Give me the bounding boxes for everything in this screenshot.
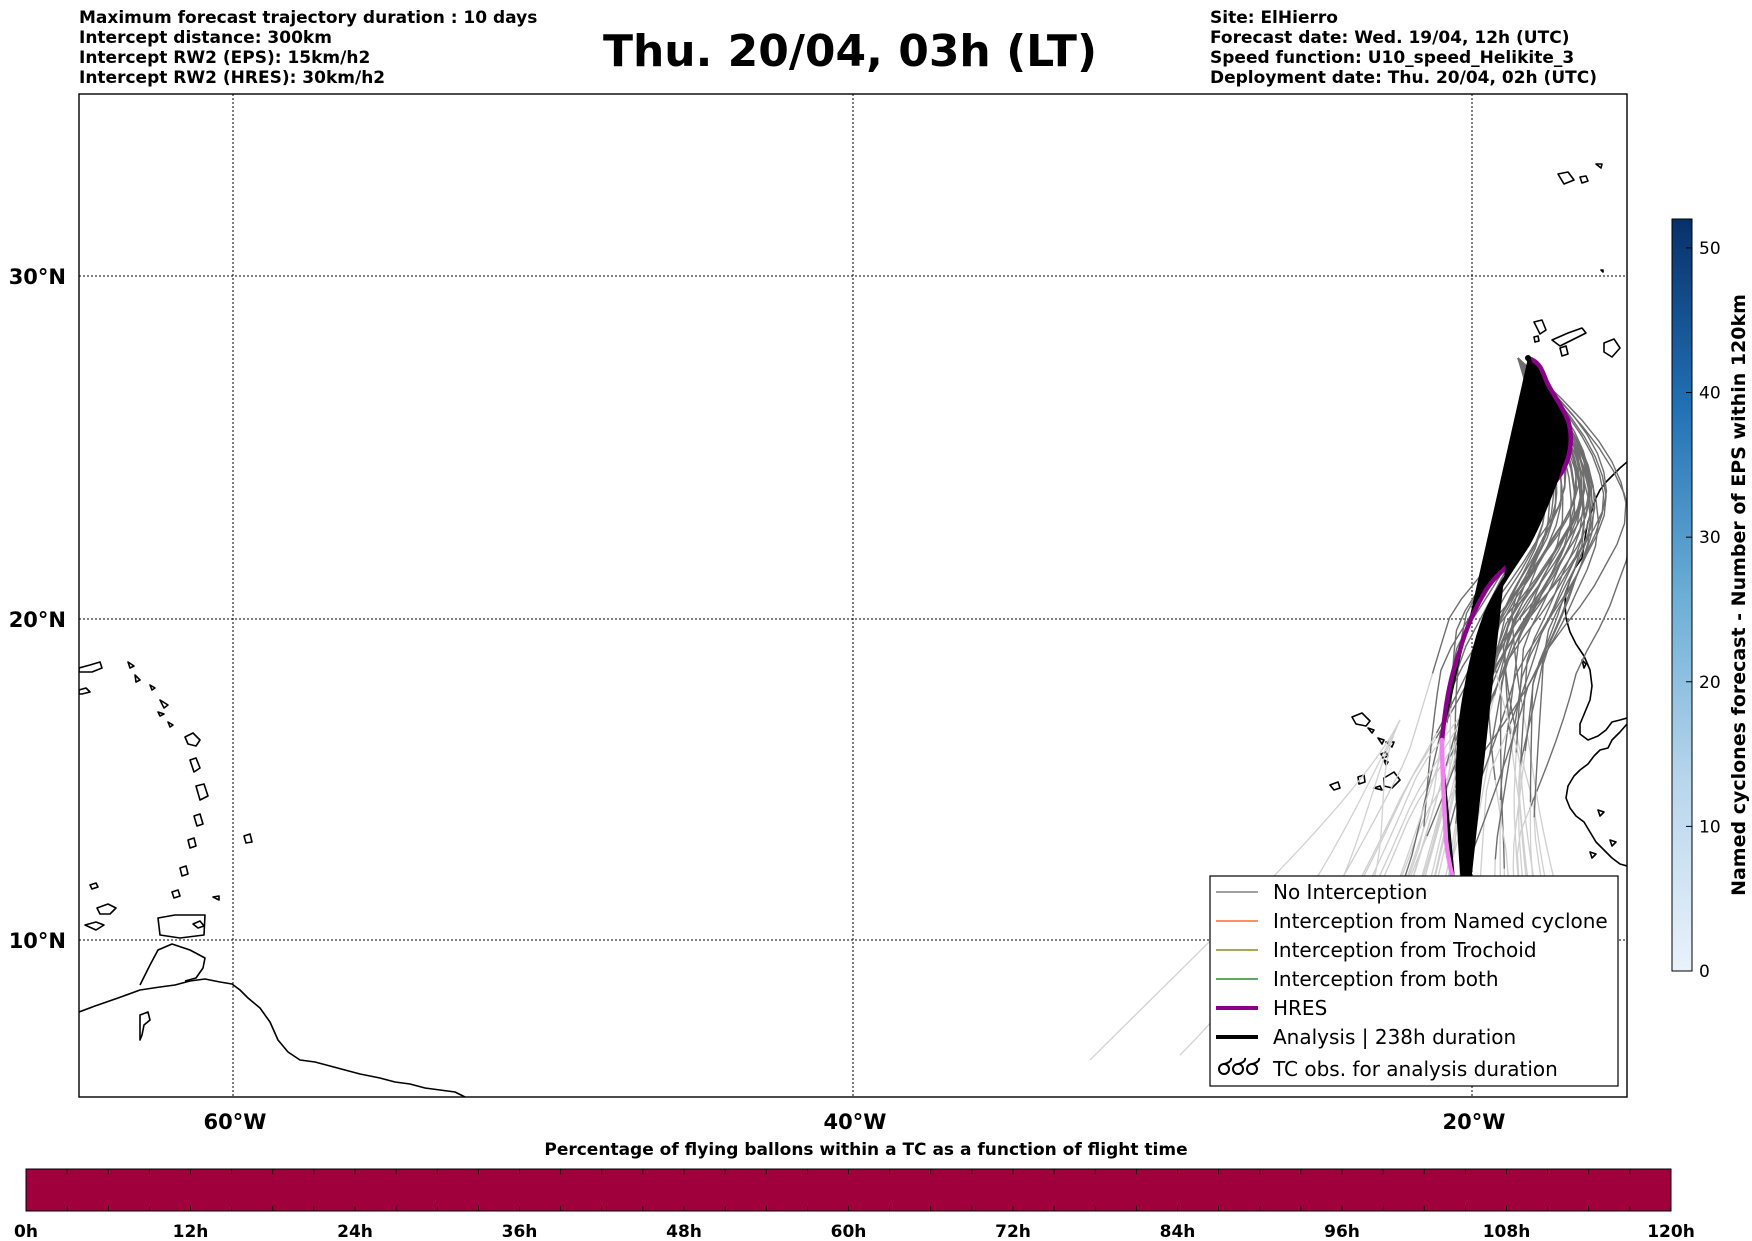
legend-item-named-cyclone: Interception from Named cyclone: [1216, 909, 1608, 933]
lat-label-10n: 10°N: [9, 929, 66, 953]
coastline-stlucia: [193, 813, 204, 827]
svg-text:TC obs. for analysis duration: TC obs. for analysis duration: [1272, 1057, 1558, 1081]
right-colorbar-label: Named cyclones forecast - Number of EPS …: [1728, 294, 1750, 896]
eps-trajectory-line: [1418, 738, 1462, 902]
bottom-colorbar: Percentage of flying ballons within a TC…: [14, 1140, 1695, 1241]
info-line: Intercept RW2 (HRES): 30km/h2: [79, 68, 386, 88]
eps-trajectory-line: [1089, 719, 1401, 1061]
right-colorbar-fill: [1671, 218, 1693, 972]
svg-text:Interception from Trochoid: Interception from Trochoid: [1273, 938, 1537, 962]
header-right-info: Site: ElHierro Forecast date: Wed. 19/04…: [1210, 8, 1597, 88]
legend: No Interception Interception from Named …: [1209, 875, 1619, 1087]
info-line: Maximum forecast trajectory duration : 1…: [79, 8, 538, 28]
right-colorbar-tick-label: 30: [1699, 528, 1721, 548]
map-title: Thu. 20/04, 03h (LT): [602, 26, 1098, 77]
bottom-colorbar-tick-label: 120h: [1647, 1222, 1695, 1241]
svg-text:Interception from both: Interception from both: [1273, 967, 1499, 991]
right-colorbar-tick-label: 40: [1699, 384, 1721, 404]
lon-label-40w: 40°W: [824, 1110, 887, 1134]
bottom-colorbar-tick-label: 72h: [995, 1222, 1031, 1241]
info-line: Forecast date: Wed. 19/04, 12h (UTC): [1210, 28, 1570, 48]
info-line: Intercept distance: 300km: [79, 28, 332, 48]
bottom-colorbar-tick-label: 0h: [14, 1222, 38, 1241]
legend-item-trochoid: Interception from Trochoid: [1216, 938, 1537, 962]
header-left-info: Maximum forecast trajectory duration : 1…: [79, 8, 537, 88]
svg-text:Analysis | 238h duration: Analysis | 238h duration: [1273, 1025, 1516, 1049]
bottom-colorbar-fill: [25, 1168, 1672, 1212]
coastline-gulf: [139, 943, 206, 986]
svg-text:HRES: HRES: [1273, 996, 1327, 1020]
legend-item-no-interception: No Interception: [1216, 880, 1427, 904]
right-colorbar-ticks: 0 10 20 30 40 50: [1686, 239, 1721, 982]
info-line: Intercept RW2 (EPS): 15km/h2: [79, 48, 371, 68]
bottom-colorbar-tick-label: 84h: [1160, 1222, 1196, 1241]
bottom-colorbar-title: Percentage of flying ballons within a TC…: [544, 1140, 1187, 1160]
bottom-colorbar-tick-label: 96h: [1324, 1222, 1360, 1241]
bottom-colorbar-tick-label: 24h: [337, 1222, 373, 1241]
lon-label-20w: 20°W: [1443, 1110, 1506, 1134]
lat-axis-labels: 30°N 20°N 10°N: [9, 265, 66, 953]
info-line: Deployment date: Thu. 20/04, 02h (UTC): [1210, 68, 1597, 88]
bottom-colorbar-tick-label: 36h: [502, 1222, 538, 1241]
right-colorbar-tick-label: 10: [1699, 817, 1721, 837]
legend-box: [1209, 875, 1619, 1087]
coastline-cape-verde: [1351, 712, 1371, 727]
bottom-colorbar-tick-label: 48h: [666, 1222, 702, 1241]
eps-trajectory-line: [1506, 357, 1607, 733]
svg-text:No Interception: No Interception: [1273, 880, 1427, 904]
bottom-colorbar-ticks: 0h 12h 24h 36h 48h 60h 72h 84h 96h 108h 120h: [14, 1169, 1695, 1241]
coastline-madeira: [1557, 171, 1575, 185]
right-colorbar-tick-label: 0: [1699, 962, 1710, 982]
coastline-tobago: [192, 920, 205, 929]
legend-item-analysis: Analysis | 238h duration: [1216, 1025, 1516, 1049]
right-colorbar-tick-label: 20: [1699, 673, 1721, 693]
legend-item-tc-obs: TC obs. for analysis duration: [1218, 1057, 1558, 1081]
coastline-puerto-rico: [79, 661, 103, 673]
coastlines: [79, 163, 1627, 1097]
coastline-margarita: [96, 903, 117, 915]
lon-axis-labels: 60°W 40°W 20°W: [204, 1110, 1506, 1134]
analysis-trajectory: [1455, 355, 1566, 923]
coastline-martinique: [195, 783, 209, 801]
bottom-colorbar-tick-label: 108h: [1483, 1222, 1531, 1241]
eps-trajectory-line: [1471, 357, 1600, 852]
coastline-guadeloupe: [184, 732, 201, 747]
launch-site-marker: [1525, 355, 1531, 361]
coastline-canaries: [1533, 319, 1547, 335]
info-line: Speed function: U10_speed_Helikite_3: [1210, 48, 1575, 68]
coastline-trinidad: [157, 914, 206, 939]
coastline-barbados: [243, 833, 253, 844]
legend-item-both: Interception from both: [1216, 967, 1499, 991]
map-frame: [78, 93, 1628, 1098]
legend-item-hres: HRES: [1216, 996, 1327, 1020]
lat-label-30n: 30°N: [9, 265, 66, 289]
cyclone-symbol-icon: [1218, 1057, 1261, 1075]
coastline-dominica: [189, 757, 201, 773]
eps-trajectory-line: [1517, 357, 1627, 810]
right-colorbar-tick-label: 50: [1699, 239, 1721, 259]
svg-text:Interception from Named cyclon: Interception from Named cyclone: [1273, 909, 1608, 933]
info-line: Site: ElHierro: [1210, 8, 1338, 28]
lon-label-60w: 60°W: [204, 1110, 267, 1134]
hres-trajectory-late: [1439, 737, 1459, 893]
bottom-colorbar-tick-label: 12h: [173, 1222, 209, 1241]
coastline-south-america: [79, 978, 466, 1097]
coastline-africa: [1564, 461, 1627, 741]
lat-label-20n: 20°N: [9, 608, 66, 632]
bottom-colorbar-tick-label: 60h: [831, 1222, 867, 1241]
right-colorbar: 0 10 20 30 40 50 Named cyclones forecast - Nu…: [1671, 218, 1750, 982]
coastline-stvincent: [187, 837, 197, 849]
